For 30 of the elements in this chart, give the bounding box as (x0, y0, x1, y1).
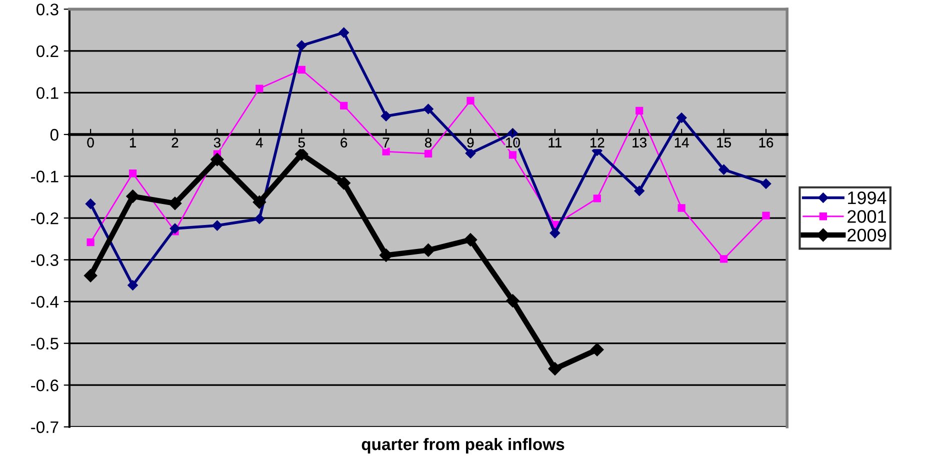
y-tick-label: 0.3 (36, 4, 58, 16)
y-tick-label: -0.2 (31, 212, 58, 224)
y-tick-label: -0.6 (31, 380, 58, 392)
x-tick-label: 14 (674, 138, 689, 148)
y-tick-label: -0.4 (31, 296, 59, 308)
x-tick-label: 16 (759, 138, 774, 148)
x-tick-label: 9 (467, 138, 474, 148)
y-tick-label: 0.1 (36, 87, 58, 99)
y-tick-label: -0.7 (31, 421, 58, 434)
legend-label: 2001 (848, 210, 886, 223)
x-tick-label: 13 (632, 138, 646, 148)
x-tick-label: 3 (214, 138, 220, 148)
x-tick-label: 2 (172, 138, 178, 148)
y-tick-label: -0.5 (31, 338, 58, 350)
x-tick-label: 6 (340, 138, 348, 148)
x-tick-label: 8 (425, 138, 432, 148)
x-tick-label: 4 (256, 138, 263, 148)
y-tick-label: -0.1 (31, 170, 58, 182)
x-axis-title: quarter from peak inflows (362, 438, 564, 454)
legend-label: 1994 (848, 191, 886, 204)
x-tick-label: 5 (298, 138, 305, 148)
x-tick-label: 11 (548, 138, 562, 148)
y-tick-label: -0.3 (31, 254, 58, 266)
x-tick-label: 12 (590, 138, 604, 148)
y-tick-label: 0.2 (36, 45, 58, 58)
legend-label: 2009 (848, 228, 886, 242)
x-tick-label: 0 (87, 138, 94, 148)
x-tick-label: 7 (382, 138, 390, 148)
x-tick-label: 15 (717, 138, 731, 148)
x-tick-label: 1 (130, 138, 136, 148)
